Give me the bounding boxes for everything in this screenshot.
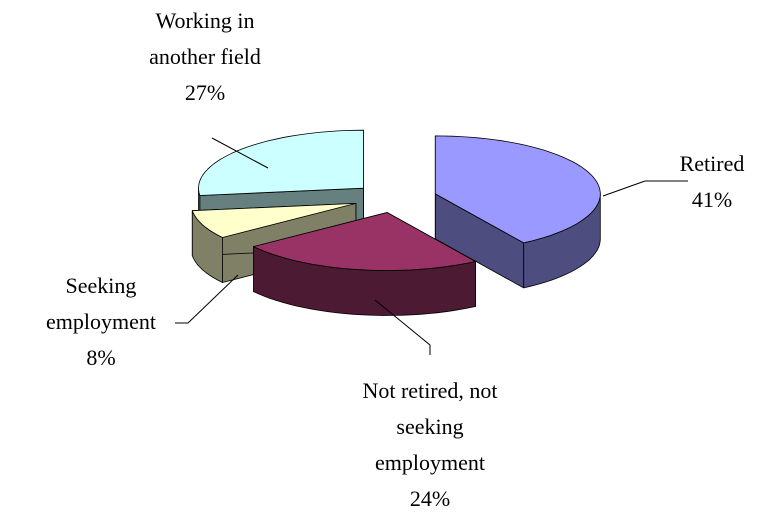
slice <box>191 203 357 238</box>
slice <box>434 135 601 244</box>
category-label: Not retired, not seeking employment <box>362 378 498 475</box>
slice <box>198 129 364 196</box>
leader-line <box>602 180 688 197</box>
slice-label: Retired 41% <box>642 146 770 218</box>
value-label: 41% <box>691 187 733 212</box>
category-label: Retired <box>679 151 745 176</box>
category-label: Working in another field <box>149 8 261 69</box>
leader-line <box>374 299 431 355</box>
slice-label: Seeking employment 8% <box>35 268 167 376</box>
leader-line <box>175 274 239 324</box>
slice-label: Working in another field 27% <box>135 3 275 111</box>
leader-line <box>211 137 269 169</box>
value-label: 24% <box>409 486 451 511</box>
value-label: 8% <box>86 345 116 370</box>
slice <box>253 212 476 271</box>
slice-label: Not retired, not seeking employment 24% <box>342 373 518 517</box>
value-label: 27% <box>184 80 226 105</box>
category-label: Seeking employment <box>46 273 156 334</box>
